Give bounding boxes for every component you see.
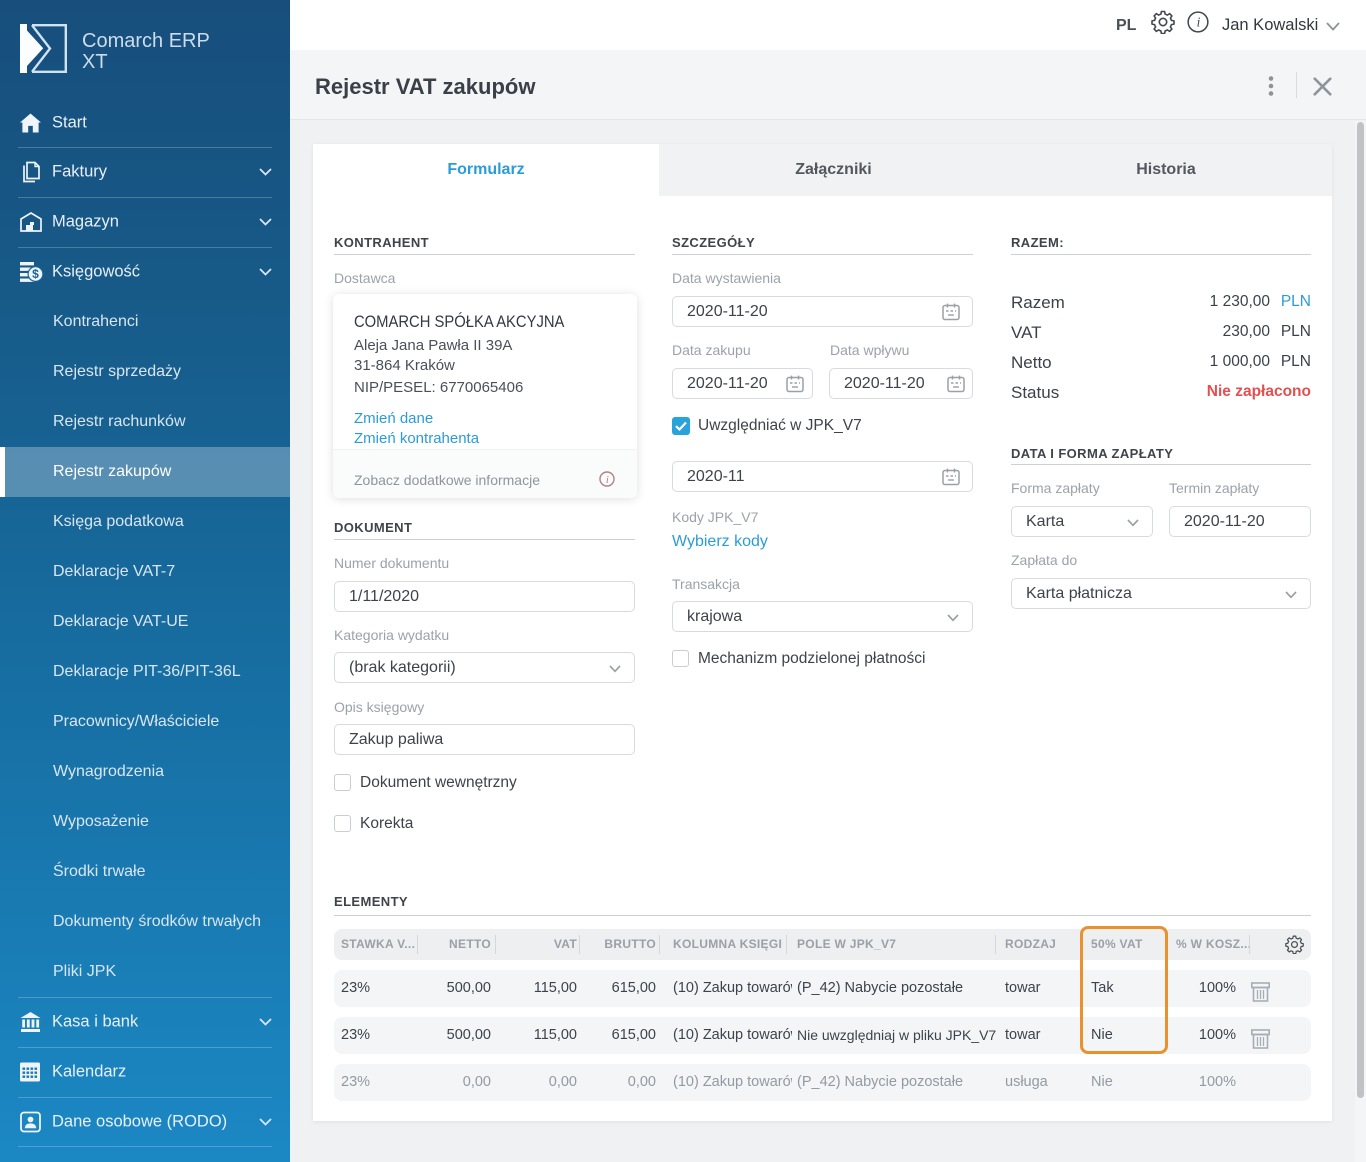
svg-text:i: i	[1197, 15, 1201, 30]
svg-text:$: $	[32, 267, 39, 281]
svg-text:i: i	[606, 475, 609, 486]
